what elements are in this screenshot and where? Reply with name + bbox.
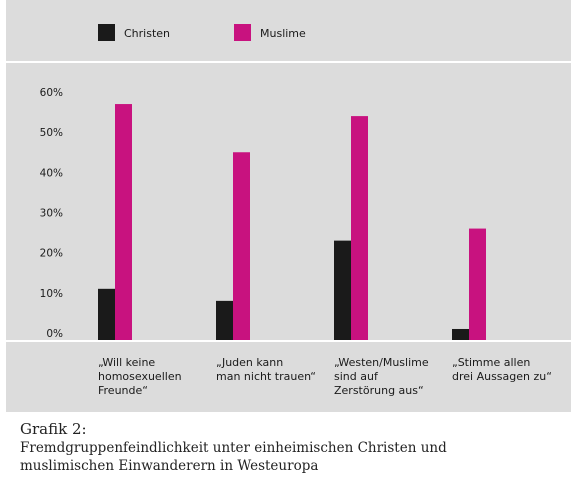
caption-heading: Grafik 2: — [20, 420, 87, 438]
bar-muslime-4 — [469, 228, 486, 340]
caption: Grafik 2: Fremdgruppenfeindlichkeit unte… — [20, 420, 570, 475]
legend-swatch-2 — [234, 24, 251, 41]
x-axis-labels: „Will keine homosexuellen Freunde“ „Juden k… — [98, 356, 552, 397]
legend-label-2: Muslime — [260, 27, 306, 40]
chart-background — [6, 0, 571, 412]
y-tick-label: 30% — [40, 208, 63, 220]
x-tick-label-1: „Will keine homosexuellen Freunde“ — [98, 356, 182, 397]
y-axis-ticks: 0% 10% 20% 30% 40% 50% 60% — [40, 87, 63, 340]
bar-christen-4 — [452, 328, 469, 340]
y-tick-label: 40% — [40, 167, 63, 179]
caption-line: Fremdgruppenfeindlichkeit unter einheimi… — [20, 440, 447, 456]
bar-christen-3 — [334, 240, 351, 340]
legend-label-1: Christen — [124, 27, 170, 40]
legend: Christen Muslime — [98, 24, 306, 41]
x-tick-label-4: „Stimme allen drei Aussagen zu“ — [452, 356, 552, 383]
bar-muslime-1 — [115, 104, 132, 340]
y-tick-label: 20% — [40, 248, 63, 260]
y-tick-label: 50% — [40, 127, 63, 139]
bar-muslime-3 — [351, 116, 368, 340]
bar-muslime-2 — [233, 152, 250, 340]
bar-christen-1 — [98, 288, 115, 340]
y-tick-label: 10% — [40, 288, 63, 300]
bar-christen-2 — [216, 300, 233, 340]
legend-swatch-1 — [98, 24, 115, 41]
bars — [98, 104, 486, 340]
y-tick-label: 60% — [40, 87, 63, 99]
x-tick-label-3: „Westen/Muslime sind auf Zerstörung aus“ — [334, 356, 429, 397]
caption-line: muslimischen Einwanderern in Westeuropa — [20, 458, 319, 474]
x-tick-label-2: „Juden kann man nicht trauen“ — [216, 356, 316, 383]
y-tick-label: 0% — [46, 328, 63, 340]
